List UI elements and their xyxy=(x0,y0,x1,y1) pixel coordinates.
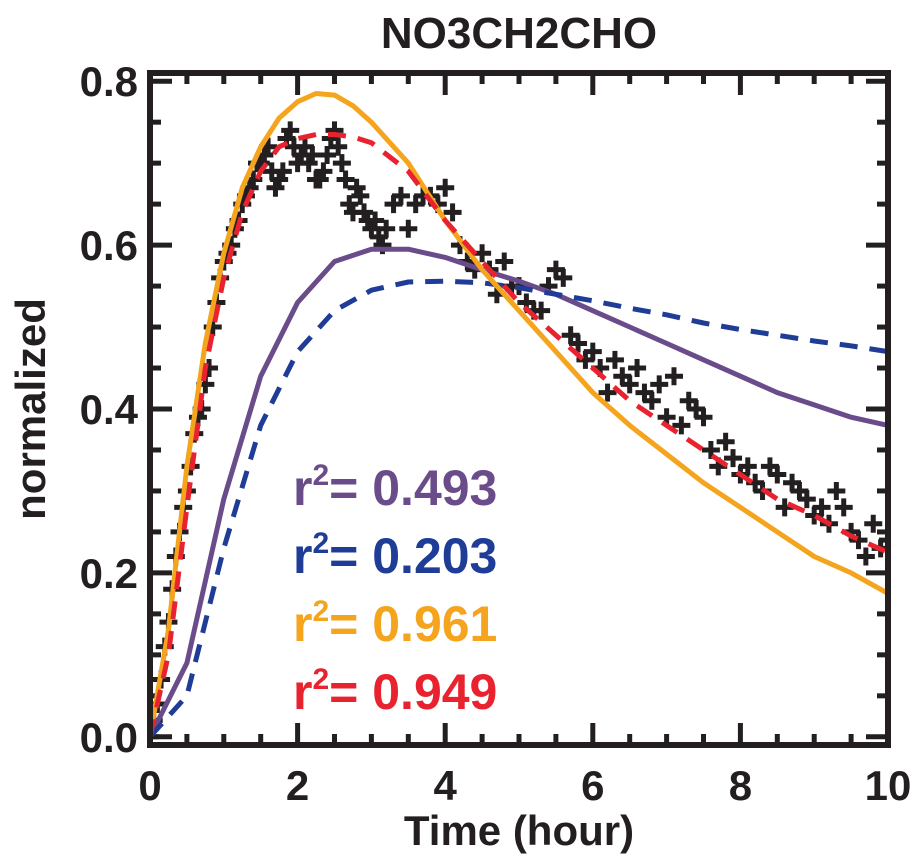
data-point xyxy=(377,219,396,238)
data-point xyxy=(314,162,333,181)
data-point xyxy=(329,137,348,156)
chart-title: NO3CH2CHO xyxy=(381,9,657,58)
x-tick-label: 8 xyxy=(729,762,752,809)
data-point xyxy=(724,449,743,468)
data-point xyxy=(391,186,410,205)
r-squared-label: r2= 0.203 xyxy=(293,527,497,584)
data-point xyxy=(797,490,816,509)
data-point xyxy=(701,440,720,459)
x-tick-label: 6 xyxy=(581,762,604,809)
data-point xyxy=(366,211,385,230)
data-point xyxy=(694,408,713,427)
data-layer xyxy=(150,91,888,745)
data-point xyxy=(351,186,370,205)
data-point xyxy=(856,547,875,566)
data-point xyxy=(864,514,883,533)
data-point xyxy=(738,457,757,476)
y-tick-labels: 0.0 0.2 0.4 0.6 0.8 xyxy=(80,58,139,761)
data-point xyxy=(716,432,735,451)
data-point xyxy=(443,203,462,222)
series-line-3 xyxy=(150,91,888,738)
data-point xyxy=(628,359,647,378)
series-line-2 xyxy=(150,278,888,739)
r-squared-label: r2= 0.949 xyxy=(293,663,497,720)
x-tick-label: 10 xyxy=(865,762,912,809)
data-point xyxy=(336,170,355,189)
data-point xyxy=(583,342,602,361)
data-point xyxy=(768,465,787,484)
y-tick-label: 0.8 xyxy=(80,58,138,105)
data-point xyxy=(150,727,159,745)
data-point xyxy=(281,121,300,140)
data-point xyxy=(834,498,853,517)
x-tick-label: 0 xyxy=(138,762,161,809)
data-point xyxy=(318,145,337,164)
x-tick-label: 2 xyxy=(286,762,309,809)
series-line-1 xyxy=(150,246,888,738)
data-point xyxy=(642,391,661,410)
series-line-4 xyxy=(150,132,888,738)
data-point xyxy=(554,268,573,287)
data-point xyxy=(620,375,639,394)
data-point xyxy=(879,531,888,550)
data-point xyxy=(569,334,588,353)
r-squared-label: r2= 0.493 xyxy=(293,459,497,516)
y-tick-label: 0.4 xyxy=(80,386,139,433)
x-tick-labels: 0 2 4 6 8 10 xyxy=(138,762,911,809)
data-point xyxy=(332,154,351,173)
plot-contents xyxy=(150,91,888,745)
data-point xyxy=(812,498,831,517)
data-point xyxy=(827,481,846,500)
data-point xyxy=(273,162,292,181)
y-tick-label: 0.2 xyxy=(80,550,138,597)
data-point xyxy=(532,301,551,320)
data-point xyxy=(399,219,418,238)
plot-frame xyxy=(147,70,891,748)
x-axis-label: Time (hour) xyxy=(404,807,634,854)
data-point xyxy=(672,416,691,435)
data-point xyxy=(495,252,514,271)
x-tick-label: 4 xyxy=(434,762,458,809)
data-point xyxy=(650,375,669,394)
plot-area xyxy=(147,70,891,748)
r-squared-annotations: r2= 0.493 r2= 0.203 r2= 0.961 r2= 0.949 xyxy=(293,459,497,720)
data-point xyxy=(849,531,868,550)
data-point xyxy=(605,350,624,369)
data-point xyxy=(598,383,617,402)
data-point xyxy=(664,367,683,386)
y-tick-label: 0.6 xyxy=(80,222,138,269)
r-squared-label: r2= 0.961 xyxy=(293,595,497,652)
y-axis-label: normalized xyxy=(7,298,54,520)
data-point xyxy=(436,178,455,197)
y-tick-label: 0.0 xyxy=(80,714,138,761)
